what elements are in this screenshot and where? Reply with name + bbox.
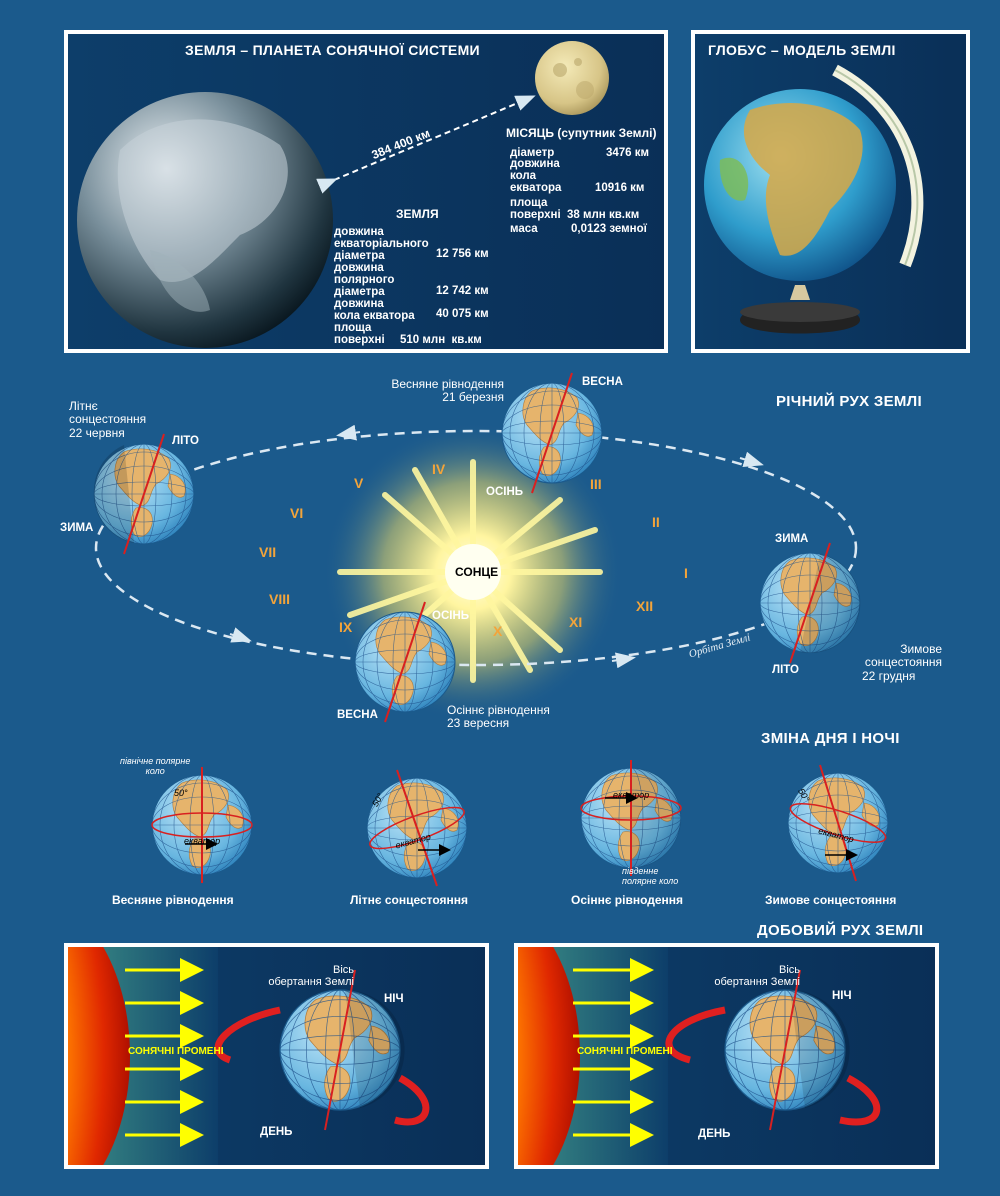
rays-label: СОНЯЧНІ ПРОМЕНІ — [128, 1046, 224, 1057]
autumn-title: Осіннє рівнодення 23 вересня — [447, 703, 550, 730]
equator-arrows — [185, 792, 858, 861]
daily-panel-left — [68, 947, 485, 1165]
equator-label: екватор — [613, 790, 650, 800]
daily-panel-right — [518, 947, 935, 1165]
globe-dn-summer — [366, 769, 468, 887]
globe-dn-autumn — [580, 760, 682, 876]
earth-row-value: 510 млн кв.км — [400, 334, 482, 346]
moon-heading: МІСЯЦЬ (супутник Землі) — [506, 126, 657, 140]
moon-row-value: 3476 км — [606, 147, 650, 159]
globe-model — [704, 64, 924, 334]
earth-photo — [77, 92, 333, 348]
summer-bottom-label: ЗИМА — [60, 522, 94, 534]
moon-row-value: 0,0123 земної — [571, 223, 647, 235]
earth-row-value: 12 742 км — [436, 285, 489, 297]
month-label: X — [493, 623, 503, 639]
caption-summer-solstice: Літнє сонцестояння — [350, 893, 469, 907]
earth-row-label: довжина полярного діаметра — [334, 262, 395, 298]
moon-row-label: площа поверхні — [510, 197, 561, 221]
latitude-label: 50° — [174, 788, 188, 798]
spring-title: Весняне рівнодення 21 березня — [391, 377, 504, 404]
south-circle-label: південне полярне коло — [622, 866, 679, 886]
sun-label: СОНЦЕ — [455, 565, 499, 579]
day-label: ДЕНЬ — [260, 1126, 293, 1138]
month-label: II — [652, 514, 660, 530]
winter-top-label: ЗИМА — [775, 533, 809, 545]
autumn-top-label: ОСІНЬ — [432, 610, 470, 622]
summer-top-label: ЛІТО — [172, 435, 199, 447]
globe-panel-title: ГЛОБУС – МОДЕЛЬ ЗЕМЛІ — [708, 42, 896, 58]
summer-title: Літнє сонцестояння — [69, 399, 147, 426]
orbit-title: РІЧНИЙ РУХ ЗЕМЛІ — [776, 393, 922, 410]
daily-title: ДОБОВИЙ РУХ ЗЕМЛІ — [757, 922, 924, 939]
earth-row-label: площа поверхні — [334, 322, 385, 346]
caption-autumn-equinox: Осіннє рівнодення — [571, 893, 684, 907]
caption-spring-equinox: Весняне рівнодення — [112, 893, 234, 907]
winter-bottom-label: ЛІТО — [772, 664, 799, 676]
globe-winter — [759, 542, 861, 664]
axis-label: Вісь обертання Землі — [714, 964, 800, 988]
month-label: IX — [339, 619, 353, 635]
globe-dn-winter — [787, 764, 889, 882]
night-label: НІЧ — [384, 993, 404, 1005]
equator-label: екватор — [184, 836, 221, 846]
winter-date: 22 грудня — [862, 669, 916, 683]
day-label: ДЕНЬ — [698, 1128, 731, 1140]
moon-photo — [535, 41, 609, 115]
month-label: XII — [636, 598, 654, 614]
month-label: XI — [569, 614, 583, 630]
winter-title: Зимове сонцестояння — [864, 642, 942, 669]
night-label: НІЧ — [832, 990, 852, 1002]
globe-panel-frame — [691, 30, 970, 353]
moon-row-label: маса — [510, 223, 538, 235]
north-circle-label: північне полярне коло — [120, 756, 191, 776]
globe-dn-spring — [151, 767, 253, 883]
earth-moon-distance-line — [316, 95, 536, 194]
globe-spring — [501, 372, 603, 494]
autumn-bottom-label: ВЕСНА — [337, 709, 378, 721]
moon-row-label: діаметр — [510, 147, 555, 159]
earth-panel-frame — [64, 30, 668, 353]
earth-row-value: 40 075 км — [436, 308, 489, 320]
month-label: I — [684, 565, 688, 581]
spring-top-label: ВЕСНА — [582, 376, 623, 388]
moon-row-value: 38 млн кв.км — [567, 209, 640, 221]
moon-row-label: довжина кола екватора — [510, 158, 562, 194]
spring-bottom-label: ОСІНЬ — [486, 486, 524, 498]
month-label: VI — [290, 505, 304, 521]
month-label: V — [354, 475, 364, 491]
month-label: III — [590, 476, 602, 492]
moon-row-value: 10916 км — [595, 182, 645, 194]
earth-heading: ЗЕМЛЯ — [396, 207, 439, 221]
earth-row-label: довжина кола екватора — [334, 298, 415, 322]
rays-label: СОНЯЧНІ ПРОМЕНІ — [577, 1046, 673, 1057]
globe-autumn — [354, 601, 456, 723]
day-night-title: ЗМІНА ДНЯ І НОЧІ — [761, 730, 900, 747]
month-label: IV — [432, 461, 446, 477]
earth-row-value: 12 756 км — [436, 248, 489, 260]
earth-row-label: довжина екваторіального діаметра — [334, 226, 429, 262]
globe-summer — [93, 433, 195, 555]
earth-panel-title: ЗЕМЛЯ – ПЛАНЕТА СОНЯЧНОЇ СИСТЕМИ — [185, 42, 480, 58]
month-label: VII — [259, 544, 277, 560]
month-label: VIII — [269, 591, 291, 607]
caption-winter-solstice: Зимове сонцестояння — [765, 893, 897, 907]
axis-label: Вісь обертання Землі — [268, 964, 354, 988]
summer-date: 22 червня — [69, 426, 125, 440]
